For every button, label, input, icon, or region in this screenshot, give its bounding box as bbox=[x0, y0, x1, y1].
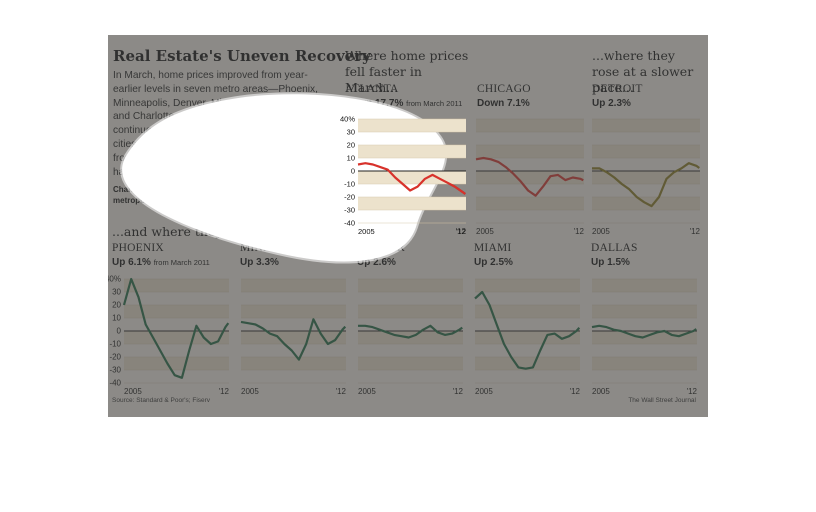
x-tick-2005-phoenix: 2005 bbox=[124, 387, 142, 396]
band-denver bbox=[358, 305, 463, 318]
x-tick-12-detroit: '12 bbox=[690, 227, 701, 236]
band-miami bbox=[475, 279, 580, 292]
credit-note: The Wall Street Journal bbox=[628, 397, 696, 404]
band-dallas bbox=[592, 305, 697, 318]
source-note: Source: Standard & Poor's; Fiserv bbox=[112, 397, 211, 404]
x-tick-2005-chicago: 2005 bbox=[476, 227, 494, 236]
x-tick-12-minneapolis: '12 bbox=[336, 387, 347, 396]
band-detroit bbox=[592, 119, 700, 132]
band-denver bbox=[358, 279, 463, 292]
band-dallas bbox=[592, 357, 697, 370]
band-phoenix bbox=[124, 305, 229, 318]
band-chicago bbox=[476, 197, 584, 210]
band-phoenix bbox=[124, 357, 229, 370]
x-tick-12-dallas: '12 bbox=[687, 387, 698, 396]
x-tick-12-atlanta: '12 bbox=[456, 227, 467, 236]
band-chicago bbox=[476, 145, 584, 158]
band-chicago bbox=[476, 119, 584, 132]
small-multiples-plots: 2005 '12 2005 '12 2005 '12 2005 '12 2005 '12 2005 '… bbox=[108, 118, 701, 396]
y-tick-phoenix: 0 bbox=[117, 327, 122, 336]
band-minneapolis bbox=[241, 279, 346, 292]
band-denver bbox=[358, 357, 463, 370]
band-detroit bbox=[592, 145, 700, 158]
band-phoenix bbox=[124, 279, 229, 292]
x-tick-12-denver: '12 bbox=[453, 387, 464, 396]
band-dallas bbox=[592, 279, 697, 292]
x-tick-12-phoenix: '12 bbox=[219, 387, 230, 396]
y-tick-phoenix: -20 bbox=[109, 353, 121, 362]
band-minneapolis bbox=[241, 305, 346, 318]
x-tick-2005-minneapolis: 2005 bbox=[241, 387, 259, 396]
band-minneapolis bbox=[241, 357, 346, 370]
band-chicago bbox=[476, 171, 584, 184]
x-tick-12-miami: '12 bbox=[570, 387, 581, 396]
band-atlanta bbox=[358, 145, 466, 158]
x-tick-12-chicago: '12 bbox=[574, 227, 585, 236]
band-atlanta bbox=[358, 171, 466, 184]
infographic: Real Estate's Uneven Recovery In March, … bbox=[108, 35, 708, 417]
y-tick-phoenix: 10 bbox=[112, 314, 121, 323]
y-tick-phoenix: 30 bbox=[112, 288, 121, 297]
x-tick-2005-detroit: 2005 bbox=[592, 227, 610, 236]
y-tick-phoenix: -40 bbox=[109, 379, 121, 388]
x-tick-2005-atlanta: 2005 bbox=[358, 227, 376, 236]
y-tick-phoenix: -30 bbox=[109, 366, 121, 375]
x-tick-2005-miami: 2005 bbox=[475, 387, 493, 396]
y-tick-phoenix: 20 bbox=[112, 301, 121, 310]
x-tick-2005-denver: 2005 bbox=[358, 387, 376, 396]
band-atlanta bbox=[358, 119, 466, 132]
band-atlanta bbox=[358, 197, 466, 210]
x-tick-2005-dallas: 2005 bbox=[592, 387, 610, 396]
y-tick-phoenix: 40% bbox=[108, 275, 121, 284]
y-tick-phoenix: -10 bbox=[109, 340, 121, 349]
